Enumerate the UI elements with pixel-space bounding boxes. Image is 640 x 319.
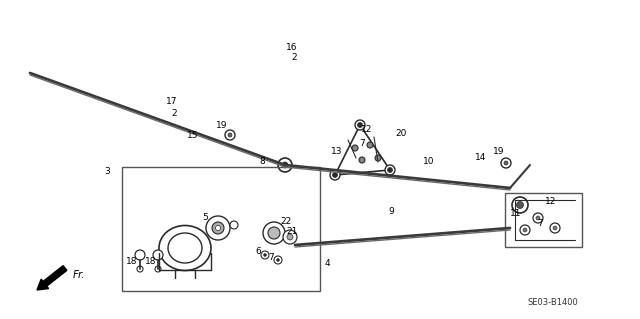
Circle shape [333, 173, 337, 177]
Circle shape [375, 155, 381, 161]
Text: 10: 10 [422, 158, 434, 167]
Text: 12: 12 [545, 197, 556, 206]
FancyArrow shape [37, 266, 67, 290]
Circle shape [206, 216, 230, 240]
Text: 19: 19 [216, 122, 227, 130]
Circle shape [153, 250, 163, 260]
Circle shape [274, 256, 282, 264]
Text: 13: 13 [330, 147, 342, 157]
Circle shape [261, 251, 269, 259]
Circle shape [387, 167, 392, 173]
Circle shape [287, 234, 293, 240]
Text: 18: 18 [125, 257, 137, 266]
Circle shape [553, 226, 557, 230]
Text: 3: 3 [104, 167, 110, 176]
Circle shape [230, 221, 238, 229]
Circle shape [276, 258, 280, 262]
Text: 18: 18 [145, 257, 156, 266]
Circle shape [225, 130, 235, 140]
Text: 4: 4 [324, 259, 330, 269]
Text: 8: 8 [259, 157, 265, 166]
Circle shape [504, 161, 508, 165]
Circle shape [264, 254, 266, 256]
Text: 9: 9 [388, 207, 394, 217]
Circle shape [155, 266, 161, 272]
Circle shape [268, 227, 280, 239]
Circle shape [330, 170, 340, 180]
Text: Fr.: Fr. [73, 270, 86, 280]
Text: 11: 11 [509, 209, 521, 218]
Circle shape [501, 158, 511, 168]
Circle shape [228, 133, 232, 137]
Bar [122, 167, 320, 291]
Text: SE03-B1400: SE03-B1400 [527, 298, 578, 307]
Text: 15: 15 [186, 131, 198, 140]
Text: 7: 7 [537, 219, 543, 227]
Circle shape [358, 122, 362, 128]
Circle shape [282, 162, 288, 168]
Text: 22: 22 [281, 217, 292, 226]
Circle shape [355, 120, 365, 130]
Circle shape [216, 226, 221, 231]
Text: 16: 16 [285, 43, 297, 53]
Circle shape [359, 157, 365, 163]
Text: 19: 19 [493, 147, 504, 157]
Text: 2: 2 [291, 54, 297, 63]
Circle shape [520, 225, 530, 235]
Text: 12: 12 [360, 125, 372, 135]
Text: 2: 2 [172, 108, 177, 117]
Text: 20: 20 [396, 130, 407, 138]
Text: 5: 5 [202, 212, 208, 221]
Circle shape [385, 165, 395, 175]
Circle shape [516, 202, 524, 209]
Text: 6: 6 [255, 248, 261, 256]
Circle shape [137, 266, 143, 272]
Text: 21: 21 [287, 227, 298, 236]
Bar [505, 193, 582, 247]
Circle shape [135, 250, 145, 260]
Circle shape [523, 228, 527, 232]
Circle shape [536, 216, 540, 220]
Text: 17: 17 [166, 98, 177, 107]
Text: 14: 14 [475, 152, 486, 161]
Circle shape [367, 142, 373, 148]
Circle shape [278, 158, 292, 172]
Circle shape [512, 197, 528, 213]
Circle shape [212, 222, 224, 234]
Circle shape [533, 213, 543, 223]
Circle shape [263, 222, 285, 244]
Circle shape [352, 145, 358, 151]
Circle shape [550, 223, 560, 233]
Circle shape [283, 230, 297, 244]
Text: 7: 7 [359, 139, 365, 149]
Text: 7: 7 [268, 254, 274, 263]
